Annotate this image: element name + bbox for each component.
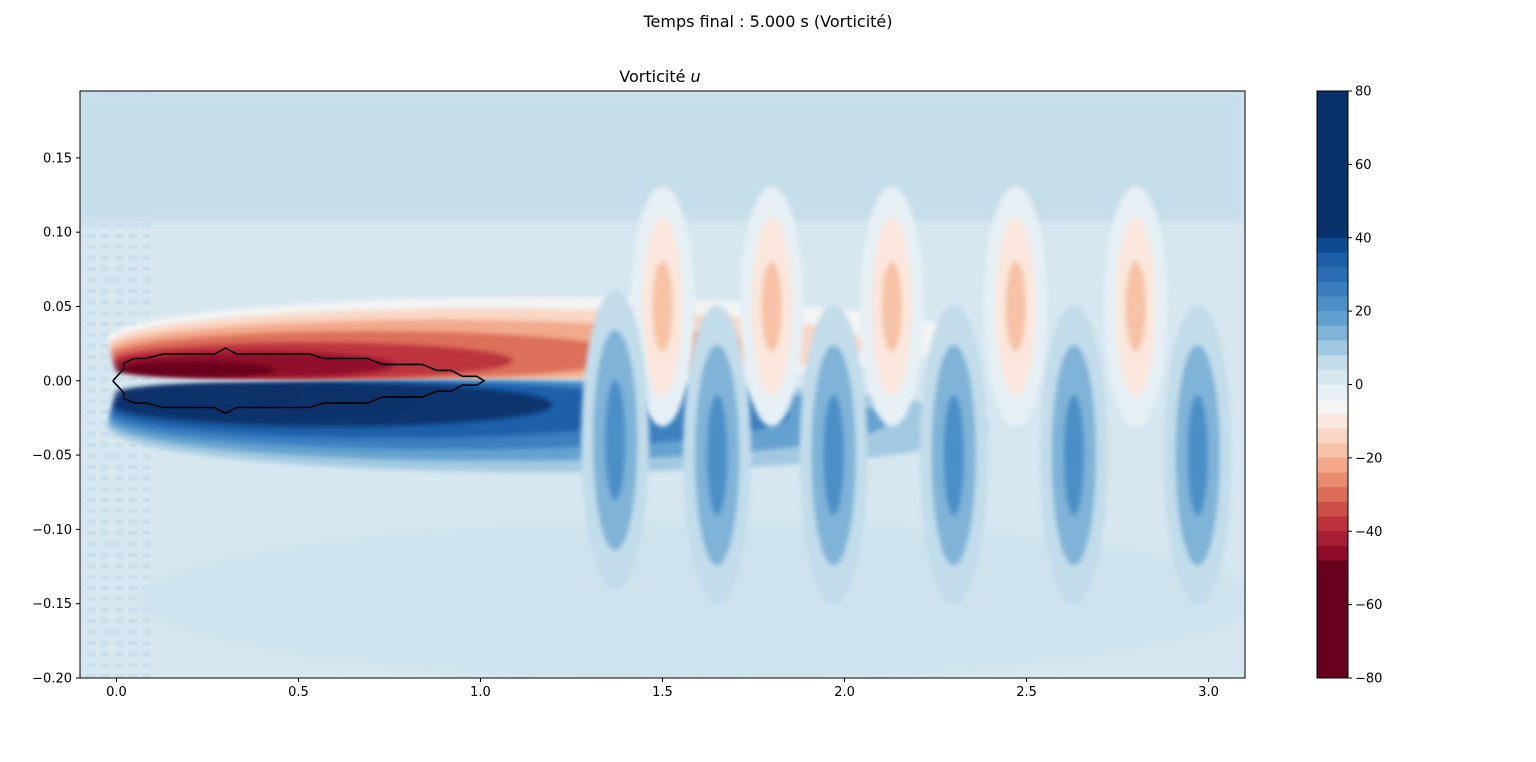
y-tick-label: −0.15	[32, 597, 72, 612]
x-tick-label: 2.5	[1016, 685, 1037, 700]
positive-vortex-contour	[1063, 395, 1084, 516]
colorbar-tick-label: −80	[1355, 672, 1382, 687]
negative-vortex-contour	[1125, 261, 1146, 352]
colorbar-tick-label: 40	[1355, 231, 1372, 246]
obstacle-outline	[112, 347, 486, 415]
colorbar-level	[1317, 487, 1348, 503]
colorbar-level	[1317, 91, 1348, 239]
positive-vortex-contour	[943, 395, 964, 516]
colorbar-level	[1317, 237, 1348, 253]
y-axis: 0.15 0.10 0.05 0.00 −0.05 −0.10 −0.15 −0.20	[32, 151, 80, 687]
negative-vortex-contour	[1005, 261, 1026, 352]
positive-vortex-contour	[707, 395, 728, 516]
negative-vortex-contour	[881, 261, 902, 352]
colorbar-level	[1317, 531, 1348, 547]
colorbar-level	[1317, 472, 1348, 488]
y-tick-label: 0.10	[43, 226, 72, 241]
negative-vortex-contour	[761, 261, 782, 352]
colorbar-level	[1317, 457, 1348, 474]
colorbar-level	[1317, 501, 1348, 518]
wake-vortices	[581, 186, 1232, 606]
colorbar-level	[1317, 311, 1348, 327]
colorbar-level	[1317, 369, 1348, 385]
x-axis: 0.0 0.5 1.0 1.5 2.0 2.5 3.0	[106, 678, 1219, 700]
colorbar-level	[1317, 281, 1348, 297]
colorbar-tick-label: 60	[1355, 158, 1372, 173]
colorbar-level	[1317, 560, 1348, 679]
colorbar-tick-label: −20	[1355, 451, 1382, 466]
x-tick-label: 1.0	[470, 685, 491, 700]
colorbar-tick-label: −60	[1355, 598, 1382, 613]
x-tick-label: 3.0	[1198, 685, 1219, 700]
negative-vortex-contour	[652, 261, 673, 352]
x-tick-label: 0.5	[288, 685, 309, 700]
colorbar-level	[1317, 252, 1348, 268]
positive-vortex-contour	[823, 395, 844, 516]
y-tick-label: 0.00	[43, 374, 72, 389]
figure-suptitle: Temps final : 5.000 s (Vorticité)	[643, 12, 893, 31]
colorbar-tick-label: −40	[1355, 525, 1382, 540]
vorticity-field	[80, 91, 1245, 678]
colorbar-level	[1317, 428, 1348, 444]
colorbar-tick-label: 0	[1355, 378, 1363, 393]
y-tick-label: −0.10	[32, 523, 72, 538]
colorbar-level	[1317, 399, 1348, 415]
y-tick-label: −0.05	[32, 449, 72, 464]
colorbar-tick-label: 20	[1355, 305, 1372, 320]
colorbar-level	[1317, 384, 1348, 400]
colorbar-level	[1317, 413, 1348, 430]
colorbar-level	[1317, 355, 1348, 371]
shear-contour	[114, 361, 275, 378]
positive-vortex-contour	[605, 380, 626, 501]
y-tick-label: 0.05	[43, 300, 72, 315]
axes-title: Vorticité u	[619, 67, 700, 86]
x-tick-label: 2.0	[834, 685, 855, 700]
colorbar-level	[1317, 325, 1348, 341]
colorbar-tick-label: 80	[1355, 85, 1372, 100]
colorbar-level	[1317, 545, 1348, 562]
positive-vortex-contour	[1187, 395, 1208, 516]
shear-contour	[114, 383, 295, 404]
colorbar-level	[1317, 516, 1348, 532]
colorbar-level	[1317, 443, 1348, 459]
colorbar-level	[1317, 340, 1348, 356]
colorbar: 80 60 40 20 0 −20 −40 −60 −80	[1316, 85, 1382, 687]
y-tick-label: 0.15	[43, 151, 72, 166]
y-tick-label: −0.20	[32, 672, 72, 687]
x-tick-label: 0.0	[106, 685, 127, 700]
x-tick-label: 1.5	[652, 685, 673, 700]
colorbar-level	[1317, 267, 1348, 283]
colorbar-level	[1317, 296, 1348, 312]
